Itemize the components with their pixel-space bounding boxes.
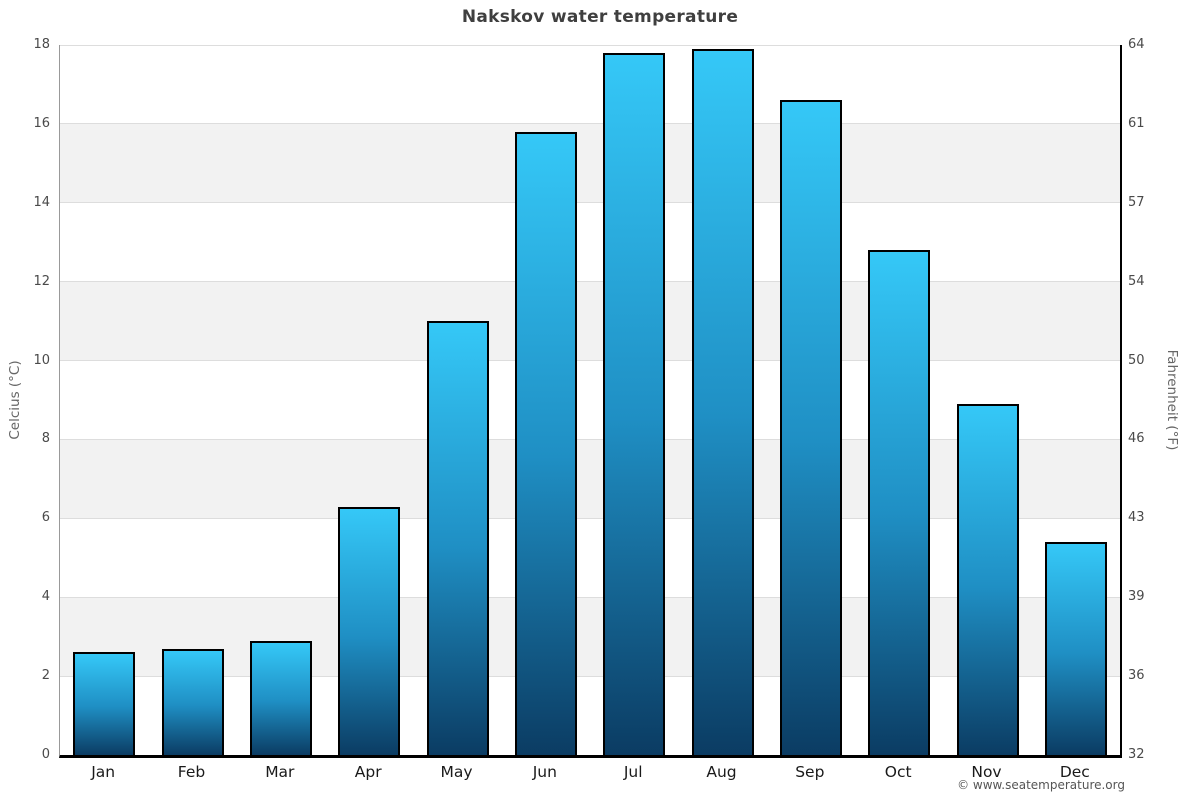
- y-tick-label-celsius: 0: [41, 747, 50, 762]
- gridline: [60, 202, 1120, 204]
- gridline: [60, 360, 1120, 362]
- y-tick-label-fahrenheit: 36: [1128, 668, 1145, 684]
- x-tick-label-sep: Sep: [795, 763, 825, 781]
- grid-band: [60, 123, 1120, 203]
- y-tick-label-fahrenheit: 61: [1128, 115, 1145, 131]
- y-tick-label-fahrenheit: 46: [1128, 431, 1145, 447]
- y-tick-label-celsius: 14: [33, 194, 50, 210]
- bar-mar: [249, 640, 312, 755]
- x-tick-label-oct: Oct: [884, 763, 912, 781]
- x-tick-label-jul: Jul: [623, 763, 643, 781]
- gridline: [60, 44, 1120, 46]
- bar-sep: [779, 100, 842, 755]
- y-tick-label-celsius: 8: [41, 431, 50, 447]
- y-tick-label-fahrenheit: 50: [1128, 352, 1145, 368]
- plot-area: [59, 44, 1122, 758]
- bar-apr: [338, 506, 401, 755]
- bar-jan: [73, 652, 136, 755]
- bar-feb: [161, 648, 224, 755]
- gridline: [60, 123, 1120, 125]
- y-tick-label-celsius: 10: [33, 352, 50, 368]
- y-tick-label-fahrenheit: 57: [1128, 194, 1145, 210]
- y-tick-label-celsius: 12: [33, 273, 50, 289]
- y-tick-label-celsius: 4: [41, 589, 50, 605]
- x-tick-label-jun: Jun: [532, 763, 557, 781]
- x-tick-label-feb: Feb: [177, 763, 206, 781]
- x-tick-label-nov: Nov: [971, 763, 1002, 781]
- y-tick-label-fahrenheit: 32: [1128, 747, 1145, 762]
- chart-title: Nakskov water temperature: [461, 7, 739, 27]
- y-tick-label-fahrenheit: 39: [1128, 589, 1145, 605]
- x-tick-label-dec: Dec: [1059, 763, 1090, 781]
- y-axis-label-celsius: Celcius (°C): [7, 360, 23, 440]
- copyright-footer: © www.seatemperature.org: [957, 778, 1125, 792]
- bar-may: [426, 321, 489, 755]
- gridline: [60, 281, 1120, 283]
- y-tick-label-celsius: 16: [33, 115, 50, 131]
- y-tick-label-celsius: 6: [41, 510, 50, 526]
- x-tick-label-mar: Mar: [265, 763, 295, 781]
- y-tick-label-celsius: 2: [41, 668, 50, 684]
- y-tick-label-celsius: 18: [33, 37, 50, 52]
- x-tick-label-aug: Aug: [706, 763, 737, 781]
- x-tick-label-may: May: [440, 763, 473, 781]
- y-tick-label-fahrenheit: 64: [1128, 37, 1145, 52]
- y-tick-label-fahrenheit: 43: [1128, 510, 1145, 526]
- y-tick-label-fahrenheit: 54: [1128, 273, 1145, 289]
- bar-nov: [956, 403, 1019, 755]
- bar-aug: [691, 48, 754, 755]
- bar-jul: [603, 52, 666, 755]
- grid-band: [60, 281, 1120, 361]
- bar-dec: [1044, 542, 1107, 755]
- bar-jun: [514, 131, 577, 755]
- x-tick-label-jan: Jan: [91, 763, 116, 781]
- bar-oct: [868, 250, 931, 755]
- x-tick-label-apr: Apr: [354, 763, 382, 781]
- y-axis-label-fahrenheit: Fahrenheit (°F): [1164, 349, 1180, 451]
